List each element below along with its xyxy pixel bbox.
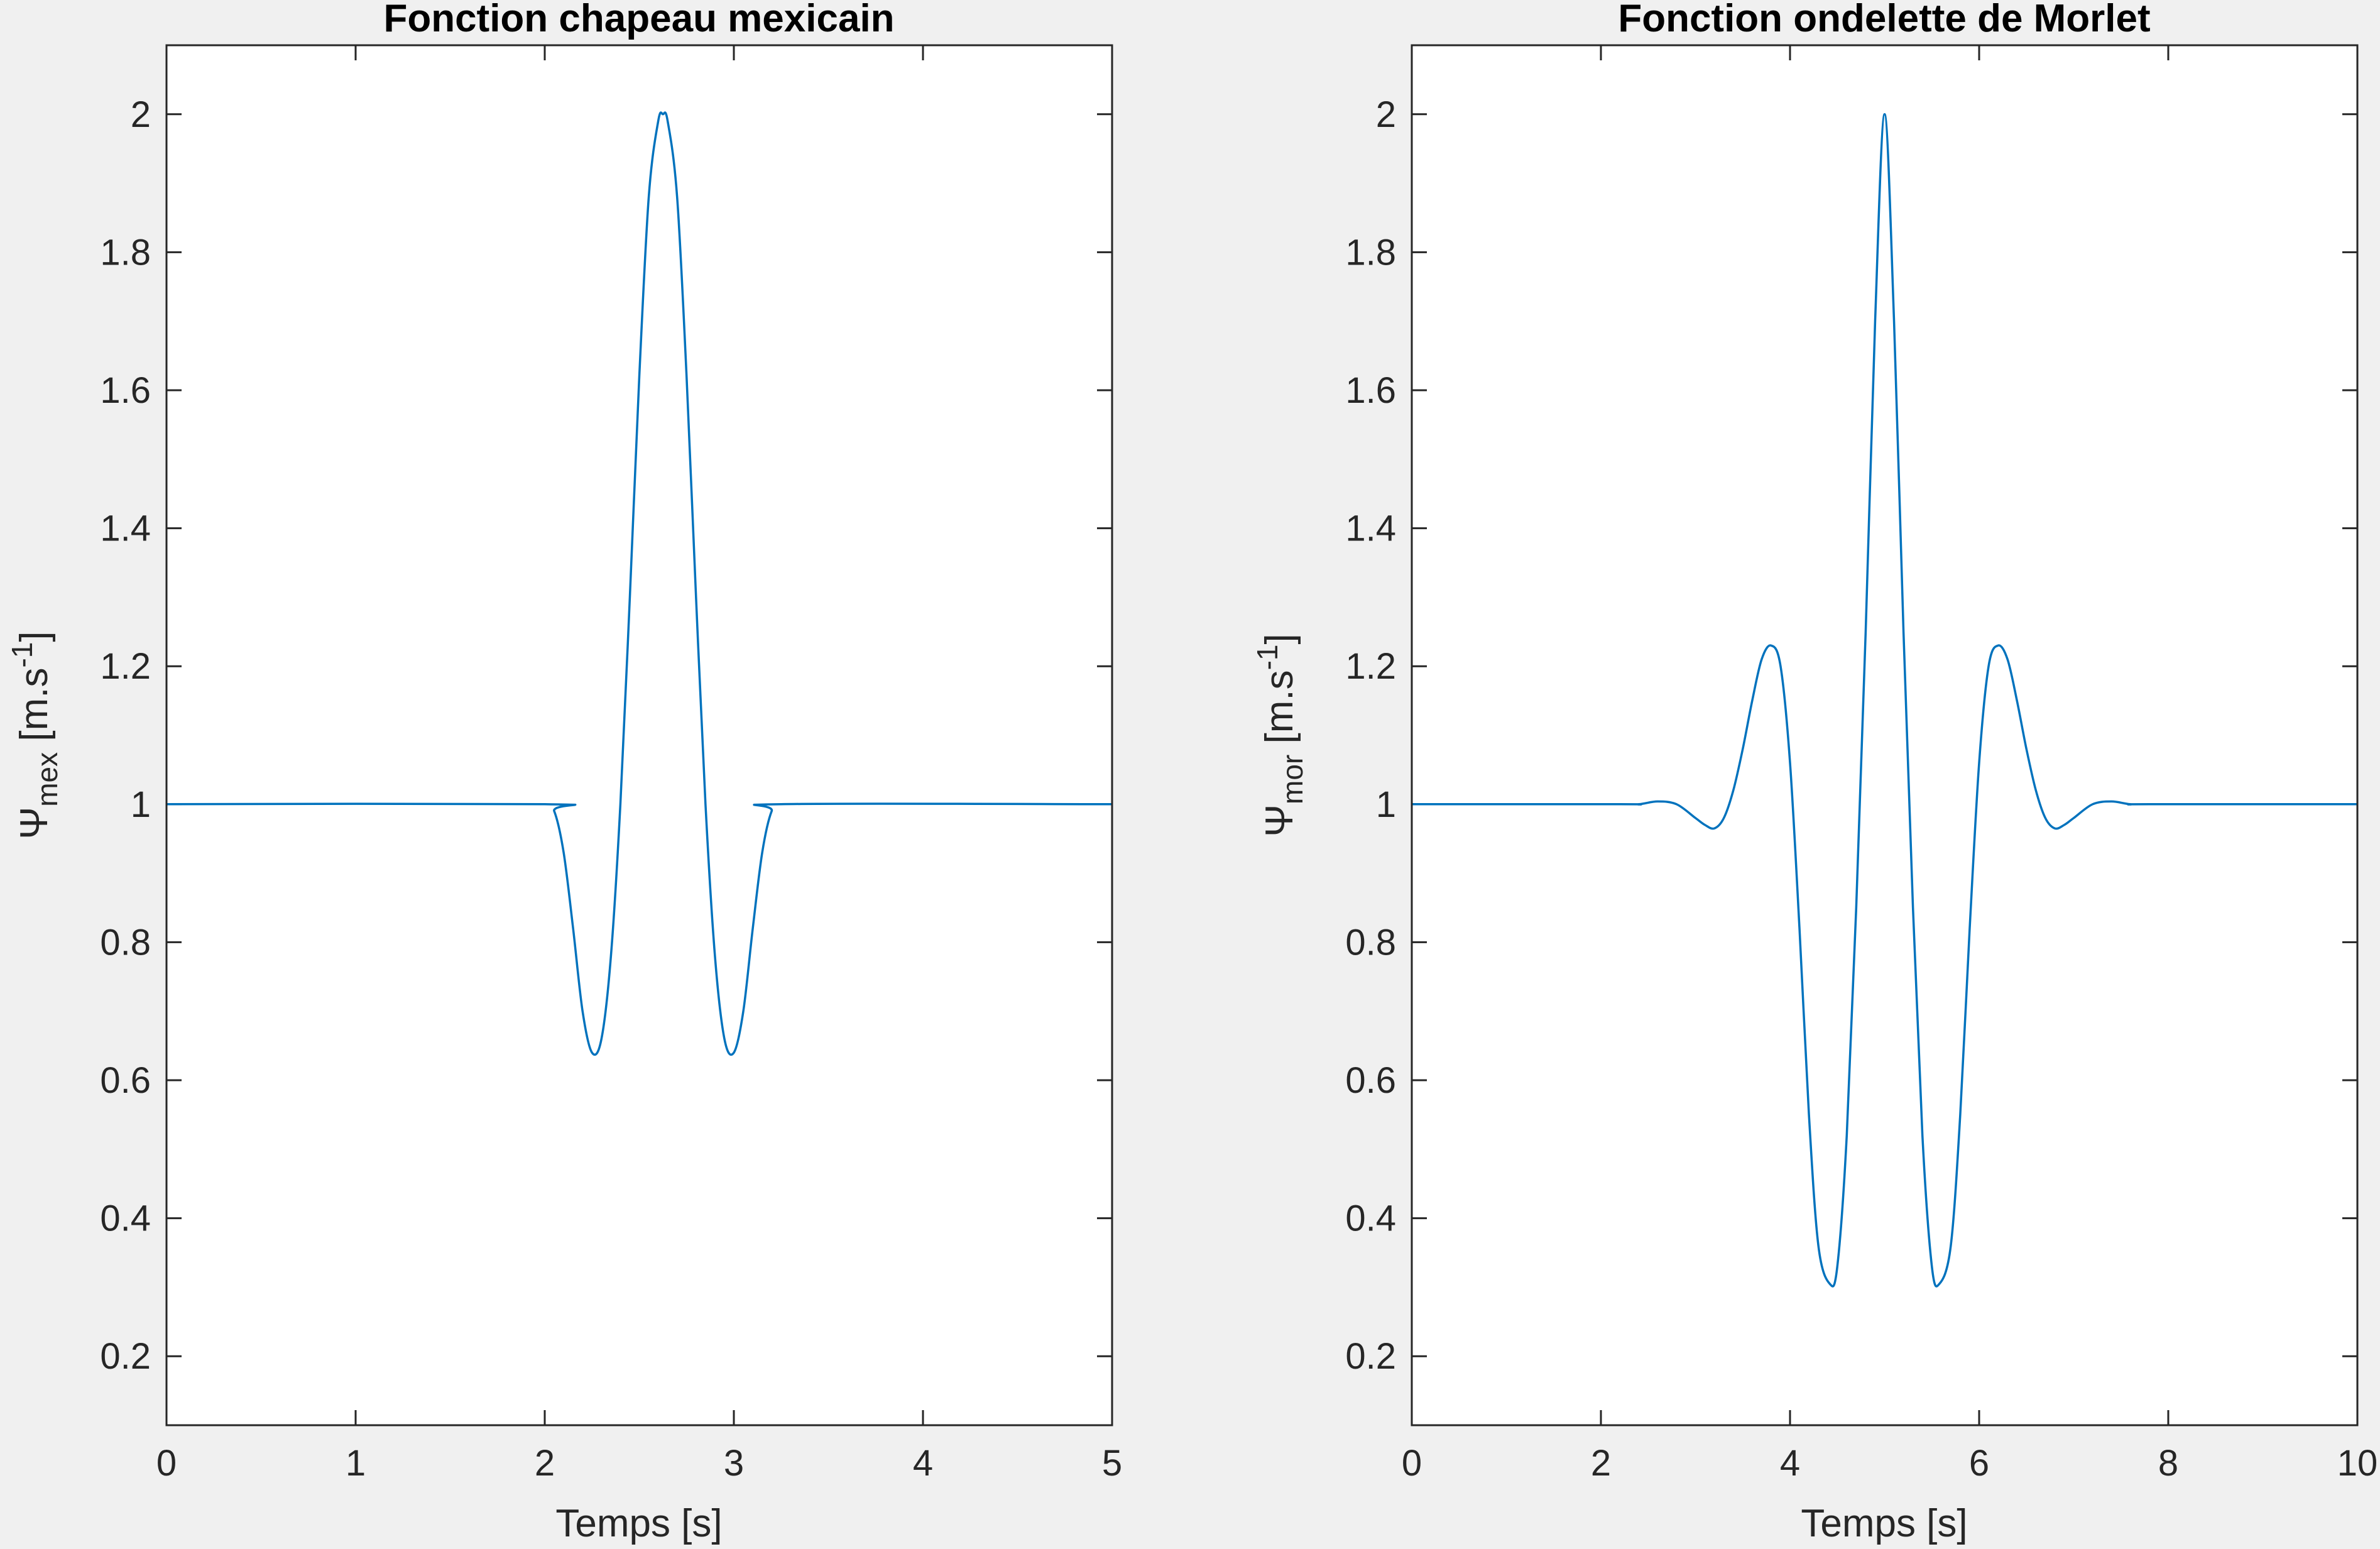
axes-frame bbox=[165, 44, 1113, 1426]
chart-title: Fonction ondelette de Morlet bbox=[1618, 0, 2150, 40]
y-label-symbol: Ψ bbox=[1258, 804, 1301, 837]
y-label-unit-close: ] bbox=[13, 631, 56, 642]
y-tick-label: 0.6 bbox=[1345, 1060, 1396, 1101]
x-tick-label: 4 bbox=[1780, 1443, 1800, 1484]
x-tick-label: 0 bbox=[1402, 1443, 1422, 1484]
y-tick-label: 0.4 bbox=[1345, 1198, 1396, 1239]
x-ticks: 0 2 4 6 8 10 bbox=[1402, 45, 2377, 1484]
x-tick-label: 6 bbox=[1969, 1443, 1989, 1484]
x-tick-label: 10 bbox=[2337, 1443, 2378, 1484]
x-tick-label: 2 bbox=[1591, 1443, 1611, 1484]
x-tick-label: 0 bbox=[156, 1443, 177, 1484]
y-label-unit-close: ] bbox=[1258, 633, 1301, 644]
y-axis-label: Ψmor [m.s-1] bbox=[1251, 633, 1309, 837]
axes-background bbox=[166, 45, 1112, 1425]
y-tick-label: 1.6 bbox=[1345, 370, 1396, 411]
x-tick-label: 8 bbox=[2158, 1443, 2178, 1484]
y-ticks: 0.2 0.4 0.6 0.8 1 1.2 1.4 1.6 1.8 2 bbox=[100, 94, 1112, 1377]
y-tick-label: 2 bbox=[1376, 94, 1396, 135]
y-label-superscript: -1 bbox=[6, 642, 38, 668]
y-tick-label: 2 bbox=[131, 94, 151, 135]
y-tick-label: 0.8 bbox=[1345, 922, 1396, 963]
y-label-symbol: Ψ bbox=[13, 807, 56, 840]
axes-background bbox=[1412, 45, 2357, 1425]
y-tick-label: 0.2 bbox=[100, 1336, 151, 1377]
y-tick-label: 1 bbox=[131, 784, 151, 825]
y-label-subscript: mor bbox=[1276, 755, 1309, 804]
axes-frame bbox=[1411, 44, 2359, 1426]
y-label-unit: [m.s bbox=[13, 668, 56, 752]
y-label-unit: [m.s bbox=[1258, 670, 1301, 754]
y-label-subscript: mex bbox=[31, 752, 63, 807]
y-ticks: 0.2 0.4 0.6 0.8 1 1.2 1.4 1.6 1.8 2 bbox=[1345, 94, 2357, 1377]
y-tick-label: 1.2 bbox=[100, 646, 151, 687]
x-axis-label: Temps [s] bbox=[1801, 1502, 1967, 1545]
y-tick-label: 0.2 bbox=[1345, 1336, 1396, 1377]
y-axis-label: Ψmex [m.s-1] bbox=[6, 631, 63, 839]
y-tick-label: 1.8 bbox=[100, 232, 151, 273]
subplot-mexican-hat: 0.2 0.4 0.6 0.8 1 1.2 1.4 1.6 1.8 2 0 1 2 3 4 5 Foncti… bbox=[6, 0, 1122, 1545]
y-tick-label: 1.4 bbox=[1345, 508, 1396, 549]
y-tick-label: 1.8 bbox=[1345, 232, 1396, 273]
x-tick-label: 5 bbox=[1102, 1443, 1122, 1484]
data-line-mexican-hat bbox=[166, 111, 1113, 1056]
y-tick-label: 0.8 bbox=[100, 922, 151, 963]
y-tick-label: 0.6 bbox=[100, 1060, 151, 1101]
y-tick-label: 1.2 bbox=[1345, 646, 1396, 687]
y-tick-label: 0.4 bbox=[100, 1198, 151, 1239]
x-axis-label: Temps [s] bbox=[555, 1502, 722, 1545]
x-tick-label: 1 bbox=[346, 1443, 366, 1484]
x-tick-label: 2 bbox=[535, 1443, 555, 1484]
x-tick-label: 4 bbox=[913, 1443, 933, 1484]
x-ticks: 0 1 2 3 4 5 bbox=[156, 45, 1122, 1484]
x-tick-label: 3 bbox=[724, 1443, 744, 1484]
y-label-superscript: -1 bbox=[1251, 644, 1284, 670]
y-tick-label: 1 bbox=[1376, 784, 1396, 825]
y-tick-label: 1.6 bbox=[100, 370, 151, 411]
chart-title: Fonction chapeau mexicain bbox=[383, 0, 894, 40]
y-tick-label: 1.4 bbox=[100, 508, 151, 549]
subplot-morlet: 0.2 0.4 0.6 0.8 1 1.2 1.4 1.6 1.8 2 0 2 4 6 8 10 Fonct… bbox=[1251, 0, 2377, 1545]
data-line-morlet bbox=[1412, 113, 2357, 1288]
